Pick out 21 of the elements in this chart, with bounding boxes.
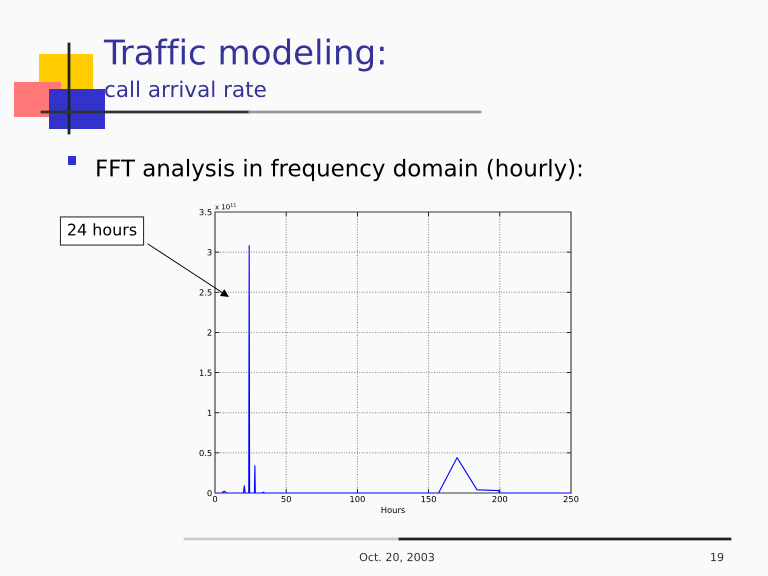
y-tick-label: 0.5: [200, 450, 212, 456]
y-tick-label: 2.5: [200, 289, 212, 296]
y-tick-label: 2: [208, 329, 212, 336]
text: Oct. 20, 2003: [360, 552, 434, 562]
y-tick-label: 3.5: [200, 208, 212, 216]
chart-subtitle: call arrival rate: [105, 80, 266, 98]
x-tick-label: 0: [212, 496, 218, 502]
text: 24 hours: [68, 223, 136, 236]
x-tick-label: 250: [564, 496, 578, 502]
y-tick-label: 1.5: [200, 370, 212, 376]
x-tick-label: 200: [492, 496, 508, 502]
x-axis-title: Hours: [382, 506, 405, 514]
x-tick-label: 150: [422, 496, 436, 502]
chart-title: Traffic modeling:: [104, 38, 384, 72]
text: FFT analysis in frequency domain (hourly):: [97, 158, 582, 182]
y-tick-label: 3: [208, 249, 212, 256]
text: 19: [711, 552, 724, 562]
y-tick-label: 1: [208, 410, 212, 416]
x-tick-label: 100: [350, 496, 365, 502]
y-tick-label: 0: [207, 490, 212, 496]
x-tick-label: 50: [282, 496, 291, 502]
